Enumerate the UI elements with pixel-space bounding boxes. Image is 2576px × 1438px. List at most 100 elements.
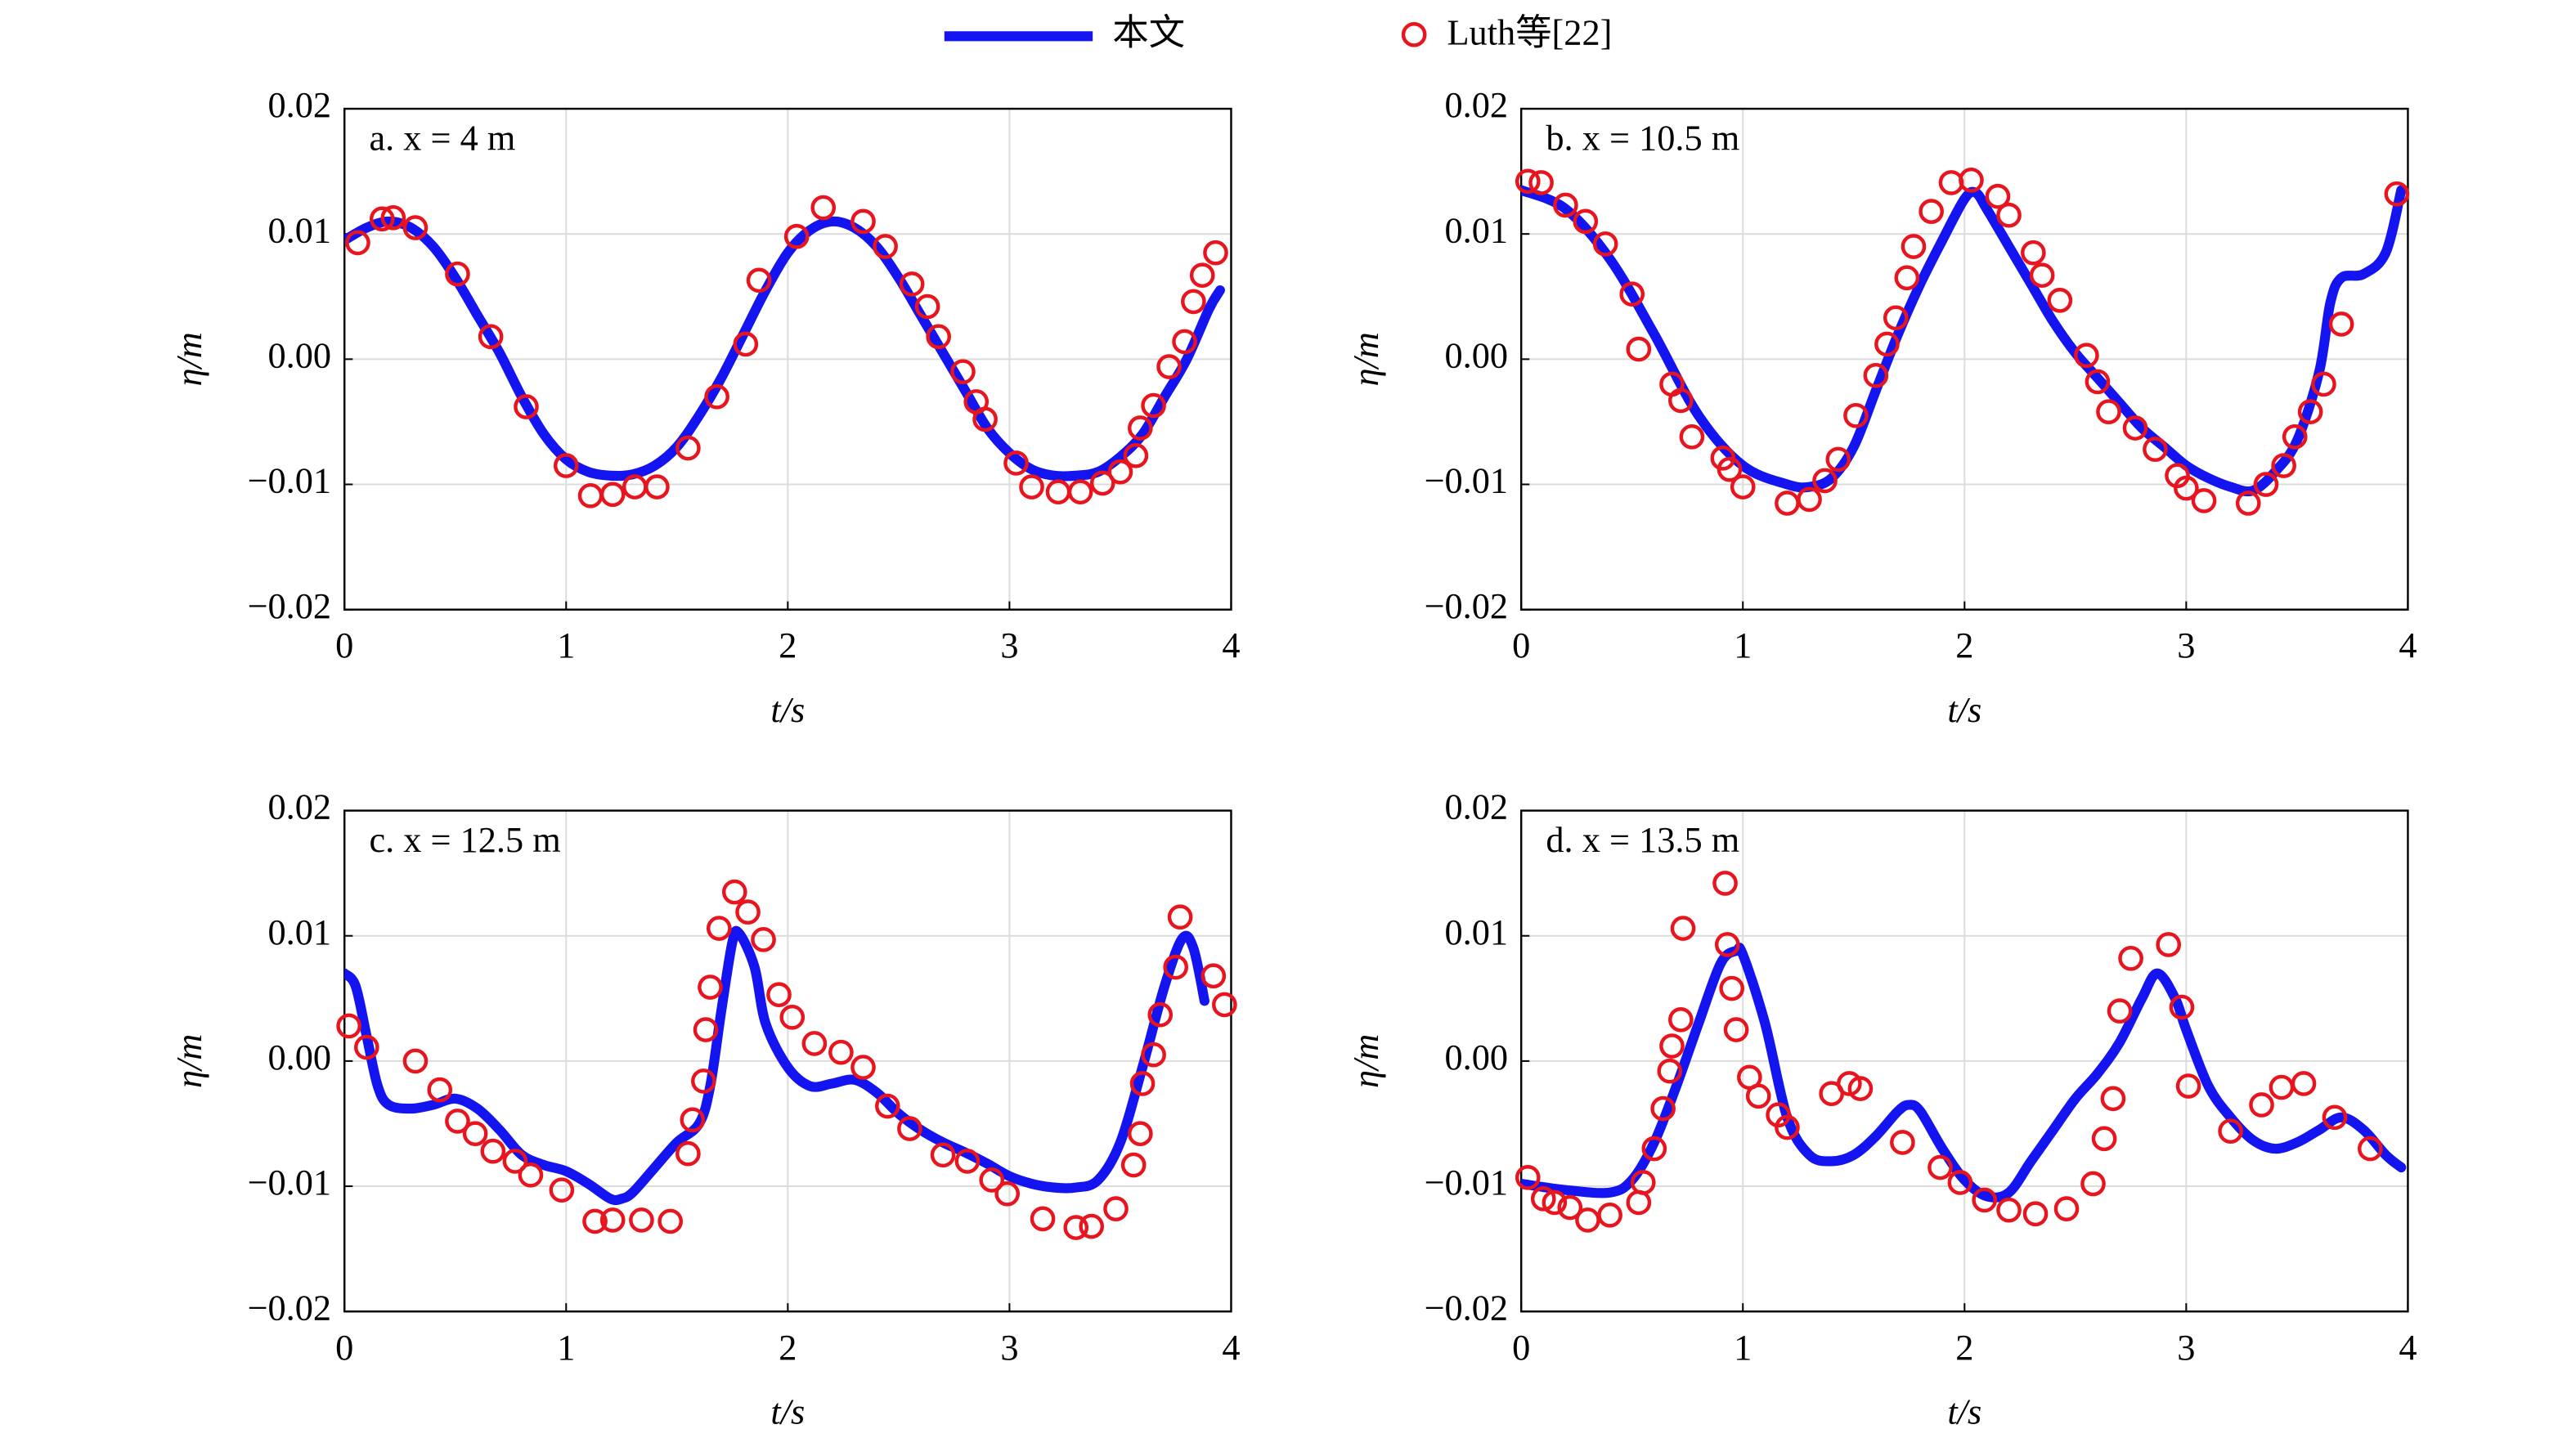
x-tick-label: 1 [1734,625,1752,665]
panel: −0.02 −0.01 0.00 0.01 0.02 0 1 2 3 4 t/s η/m b. x = … [1345,84,2417,730]
data-point [994,1180,1021,1207]
data-point [751,926,776,952]
data-point [914,293,940,320]
data-point [1972,1187,1998,1213]
x-tick-label: 2 [779,1327,797,1368]
data-point [1128,1121,1153,1147]
data-point [675,435,701,461]
x-tick-label: 3 [2177,625,2195,665]
data-point [2118,945,2143,971]
y-axis-title: η/m [1345,1034,1386,1088]
data-point [1079,1213,1105,1239]
model-line [344,925,1209,1206]
y-tick-label: 0.00 [268,335,332,376]
x-axis-title: t/s [770,1391,805,1431]
data-point [1553,192,1578,218]
data-point [930,1142,956,1168]
data-point [1515,1165,1541,1190]
data-point [354,1034,379,1060]
data-point [1843,402,1869,428]
data-point [445,1109,470,1134]
data-point [1120,1152,1147,1178]
data-point [2047,288,2073,313]
data-point [1189,262,1215,289]
data-point [462,1121,488,1147]
model-line [344,216,1225,482]
data-point [783,223,810,249]
data-point [1901,234,1927,259]
data-point [1723,1017,1749,1042]
data-point [1128,415,1153,441]
x-tick-label: 2 [1955,1327,1973,1368]
data-point [1659,1033,1685,1059]
data-point [810,195,837,221]
data-point [336,1013,361,1039]
data-point [380,204,406,231]
data-point [549,1177,575,1203]
data-point [2322,1104,2348,1131]
data-point [801,1031,828,1056]
data-point [1103,1196,1129,1221]
data-point [402,215,429,240]
data-point [950,359,976,384]
data-point [1542,1189,1568,1216]
data-point [873,234,898,259]
y-tick-label: −0.01 [1424,1162,1508,1203]
x-tick-label: 4 [2399,1327,2417,1368]
panel-annotation: d. x = 13.5 m [1546,819,1739,860]
data-point [1156,354,1182,379]
data-point [1668,1007,1694,1033]
legend-label: Luth等[22] [1447,12,1612,53]
data-point [1107,459,1133,485]
plot-frame [343,107,1232,611]
data-point [1996,202,2022,228]
y-tick-label: 0.01 [1444,912,1508,952]
data-point [2021,240,2046,266]
data-point [445,261,470,287]
data-point [1883,305,1909,331]
y-tick-label: −0.02 [1424,1287,1508,1328]
y-axis-title: η/m [1345,332,1386,386]
data-point [2100,1086,2126,1112]
data-point [1863,362,1889,388]
data-point [897,1116,922,1141]
data-point [1530,1186,1556,1212]
y-tick-label: 0.00 [1444,1037,1508,1077]
data-point [599,482,626,508]
data-point [1641,1136,1667,1162]
data-point [1657,1058,1683,1084]
data-point [1730,474,1756,499]
data-point [1712,871,1738,896]
data-point [2282,423,2308,450]
data-point [2080,1171,2106,1197]
data-point [1670,916,1696,941]
x-tick-label: 3 [2177,1327,2195,1368]
panel: −0.02 −0.01 0.00 0.01 0.02 0 1 2 3 4 t/s η/m d. x = … [1345,786,2417,1432]
data-point [2253,472,2279,497]
data-point [514,394,539,419]
data-point [875,1093,900,1119]
data-point [1874,331,1900,357]
y-tick-label: 0.00 [1444,335,1508,376]
data-point [1959,168,1984,193]
panel: −0.02 −0.01 0.00 0.01 0.02 0 1 2 3 4 t/s η/m c. x = … [168,786,1241,1432]
data-point [2022,1201,2049,1227]
plot-frame [343,809,1232,1313]
y-tick-label: −0.01 [248,1162,332,1203]
data-point [746,267,772,293]
data-point [1890,1130,1915,1155]
data-point [1067,479,1093,505]
data-point [402,1048,429,1074]
data-point [1129,1071,1156,1096]
data-point [2175,1073,2201,1099]
x-tick-label: 1 [1734,1327,1752,1368]
data-point [2169,994,2195,1020]
data-point [1200,963,1227,989]
data-point [1928,1154,1953,1180]
data-point [1141,1042,1166,1068]
data-point [850,1055,876,1080]
data-point [693,1017,719,1042]
data-point [657,1208,683,1234]
data-point [675,1140,701,1167]
y-tick-label: −0.01 [1424,460,1508,501]
